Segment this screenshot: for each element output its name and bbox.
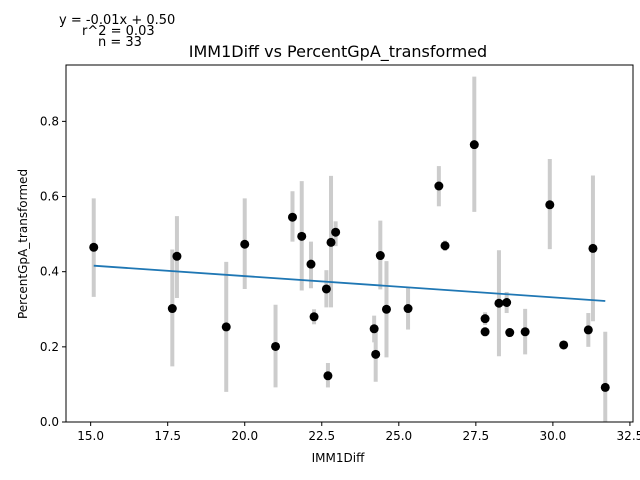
data-point-8 (306, 259, 316, 269)
fit-line-group (93, 264, 606, 302)
data-point-23 (480, 327, 490, 337)
data-point-31 (588, 243, 598, 253)
data-point-11 (323, 371, 333, 381)
chart-title: IMM1Diff vs PercentGpA_transformed (189, 42, 487, 62)
x-axis-label: IMM1Diff (312, 451, 365, 465)
data-point-10 (321, 284, 331, 294)
data-point-24 (494, 298, 504, 308)
x-tick-label-6: 30.0 (540, 429, 567, 443)
data-point-29 (559, 340, 569, 350)
data-point-1 (167, 304, 177, 314)
r-squared-label: r^2 = 0.03 (82, 24, 155, 39)
data-point-26 (505, 328, 515, 338)
data-point-32 (600, 382, 610, 392)
data-point-9 (309, 312, 319, 322)
y-tick-label-3: 0.6 (40, 190, 59, 204)
x-tick-label-7: 32.5 (617, 429, 640, 443)
data-point-13 (331, 227, 341, 237)
data-point-30 (583, 325, 593, 335)
data-point-14 (369, 324, 379, 334)
data-point-22 (480, 314, 490, 324)
y-tick-label-0: 0.0 (40, 415, 59, 429)
regression-line (93, 264, 606, 302)
data-point-5 (271, 341, 281, 351)
data-point-19 (434, 181, 444, 191)
y-axis-ticks: 0.0 0.2 0.4 0.6 0.8 (40, 114, 66, 429)
data-point-12 (326, 237, 336, 247)
data-point-25 (502, 297, 512, 307)
data-point-21 (469, 140, 479, 150)
data-point-3 (221, 322, 231, 332)
data-point-0 (89, 242, 99, 252)
error-bars (91, 76, 608, 422)
y-tick-label-1: 0.2 (40, 340, 59, 354)
data-point-16 (375, 251, 385, 261)
data-point-2 (172, 251, 182, 261)
data-point-18 (403, 304, 413, 314)
data-point-15 (371, 349, 381, 359)
sample-size-label: n = 33 (98, 35, 142, 50)
x-tick-label-2: 20.0 (231, 429, 258, 443)
x-tick-label-4: 25.0 (385, 429, 412, 443)
data-point-7 (297, 231, 307, 241)
data-point-20 (440, 241, 450, 251)
y-axis-label: PercentGpA_transformed (16, 169, 30, 319)
x-tick-label-3: 22.5 (308, 429, 335, 443)
x-tick-label-0: 15.0 (77, 429, 104, 443)
data-point-4 (240, 239, 250, 249)
data-point-28 (545, 200, 555, 210)
x-tick-label-5: 27.5 (462, 429, 489, 443)
plot-frame (65, 64, 634, 423)
data-points (89, 140, 610, 392)
x-axis-ticks: 15.0 17.5 20.0 22.5 25.0 27.5 30.0 32.5 (77, 422, 640, 443)
data-point-6 (287, 212, 297, 222)
y-tick-label-2: 0.4 (40, 265, 59, 279)
data-point-27 (520, 327, 530, 337)
regression-equation: y = -0.01x + 0.50 (59, 13, 176, 28)
x-tick-label-1: 17.5 (154, 429, 181, 443)
data-point-17 (381, 304, 391, 314)
y-tick-label-4: 0.8 (40, 114, 59, 128)
